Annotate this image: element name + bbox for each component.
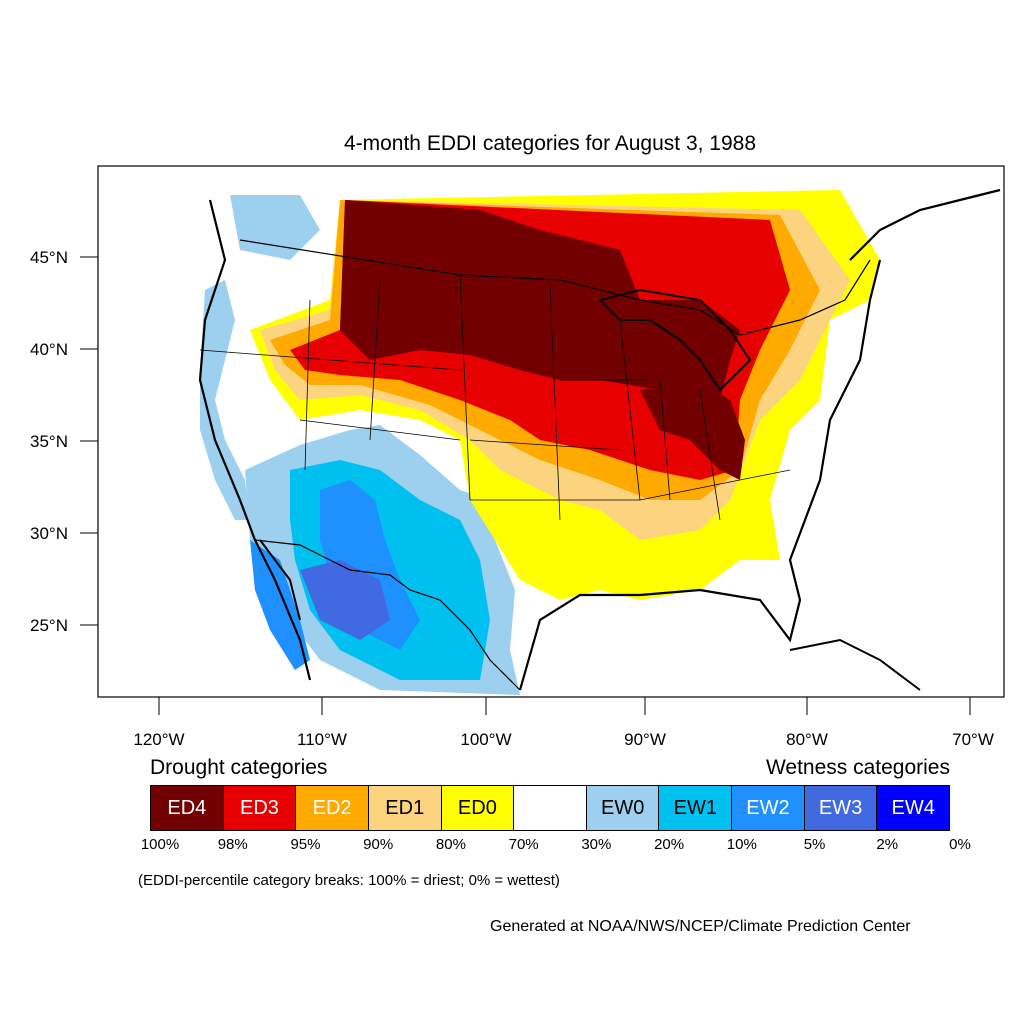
break-label: 5% — [803, 836, 826, 853]
percentile-breaks: 100% 98% 95% 90% 80% 70% 30% 20% 10% 5% 2% 0% — [0, 836, 1024, 856]
break-label: 98% — [217, 836, 248, 853]
wet-region-baja — [250, 540, 310, 670]
credit-line: Generated at NOAA/NWS/NCEP/Climate Predi… — [490, 918, 911, 935]
legend-box-ed2: ED2 — [296, 786, 369, 830]
category-break-note: (EDDI-percentile category breaks: 100% =… — [138, 872, 560, 889]
wet-region-pacific-coast — [200, 280, 250, 520]
legend-box-ew3: EW3 — [804, 786, 878, 830]
legend-box-neutral — [514, 786, 587, 830]
canada-coast-northeast — [849, 188, 1001, 261]
break-label: 10% — [726, 836, 757, 853]
break-label: 20% — [654, 836, 685, 853]
coastline-west — [198, 199, 312, 681]
drought-heading: Drought categories — [150, 756, 328, 779]
drought-ed4-core — [340, 200, 740, 400]
lat-label-45: 45°N — [30, 248, 68, 267]
legend-box-ed0: ED0 — [441, 786, 515, 830]
lat-label-30: 30°N — [30, 524, 68, 543]
lon-label-120: 120°W — [133, 730, 184, 749]
gulf-of-california — [259, 539, 301, 621]
coastline-gulf-east — [518, 259, 882, 691]
break-label: 100% — [140, 836, 180, 853]
legend-box-ew0: EW0 — [586, 786, 660, 830]
lon-label-100: 100°W — [460, 730, 511, 749]
break-label: 70% — [508, 836, 539, 853]
legend-box-ew2: EW2 — [732, 786, 805, 830]
us-canada-border — [239, 239, 871, 336]
wet-region-southwest-strong — [320, 480, 420, 650]
legend-box-ed1: ED1 — [368, 786, 442, 830]
map-field — [198, 188, 1001, 695]
wet-region-mexico — [300, 560, 390, 640]
caribbean-islands — [789, 638, 921, 691]
lat-label-35: 35°N — [30, 432, 68, 451]
legend-box-ed4: ED4 — [151, 786, 224, 830]
break-label: 95% — [290, 836, 321, 853]
wet-region-northwest — [230, 195, 320, 260]
boundary-lines — [198, 188, 1001, 691]
break-label: 80% — [435, 836, 466, 853]
drought-ed4-ohio-valley — [640, 380, 745, 480]
lon-label-70: 70°W — [952, 730, 994, 749]
break-label: 90% — [363, 836, 394, 853]
lon-axis: 120°W 110°W 100°W 90°W 80°W 70°W — [133, 697, 994, 749]
wetness-heading: Wetness categories — [765, 756, 950, 779]
category-legend: ED4 ED3 ED2 ED1 ED0 EW0 EW1 EW2 EW3 EW4 — [150, 785, 950, 831]
legend-box-ed3: ED3 — [223, 786, 297, 830]
lon-label-110: 110°W — [297, 730, 347, 749]
break-label: 30% — [581, 836, 612, 853]
lat-label-25: 25°N — [30, 616, 68, 635]
break-label: 2% — [876, 836, 899, 853]
lat-axis: 45°N 40°N 35°N 30°N 25°N — [30, 248, 98, 635]
legend-box-ew1: EW1 — [659, 786, 733, 830]
lon-label-90: 90°W — [624, 730, 666, 749]
us-mexico-border — [254, 539, 521, 691]
state-lines — [199, 274, 791, 521]
great-lakes-outline — [598, 288, 752, 392]
break-label: 0% — [949, 836, 971, 853]
lat-label-40: 40°N — [30, 340, 68, 359]
map-title: 4-month EDDI categories for August 3, 19… — [343, 132, 757, 155]
legend-box-ew4: EW4 — [877, 786, 950, 830]
map-frame — [97, 165, 1005, 698]
lon-label-80: 80°W — [786, 730, 828, 749]
